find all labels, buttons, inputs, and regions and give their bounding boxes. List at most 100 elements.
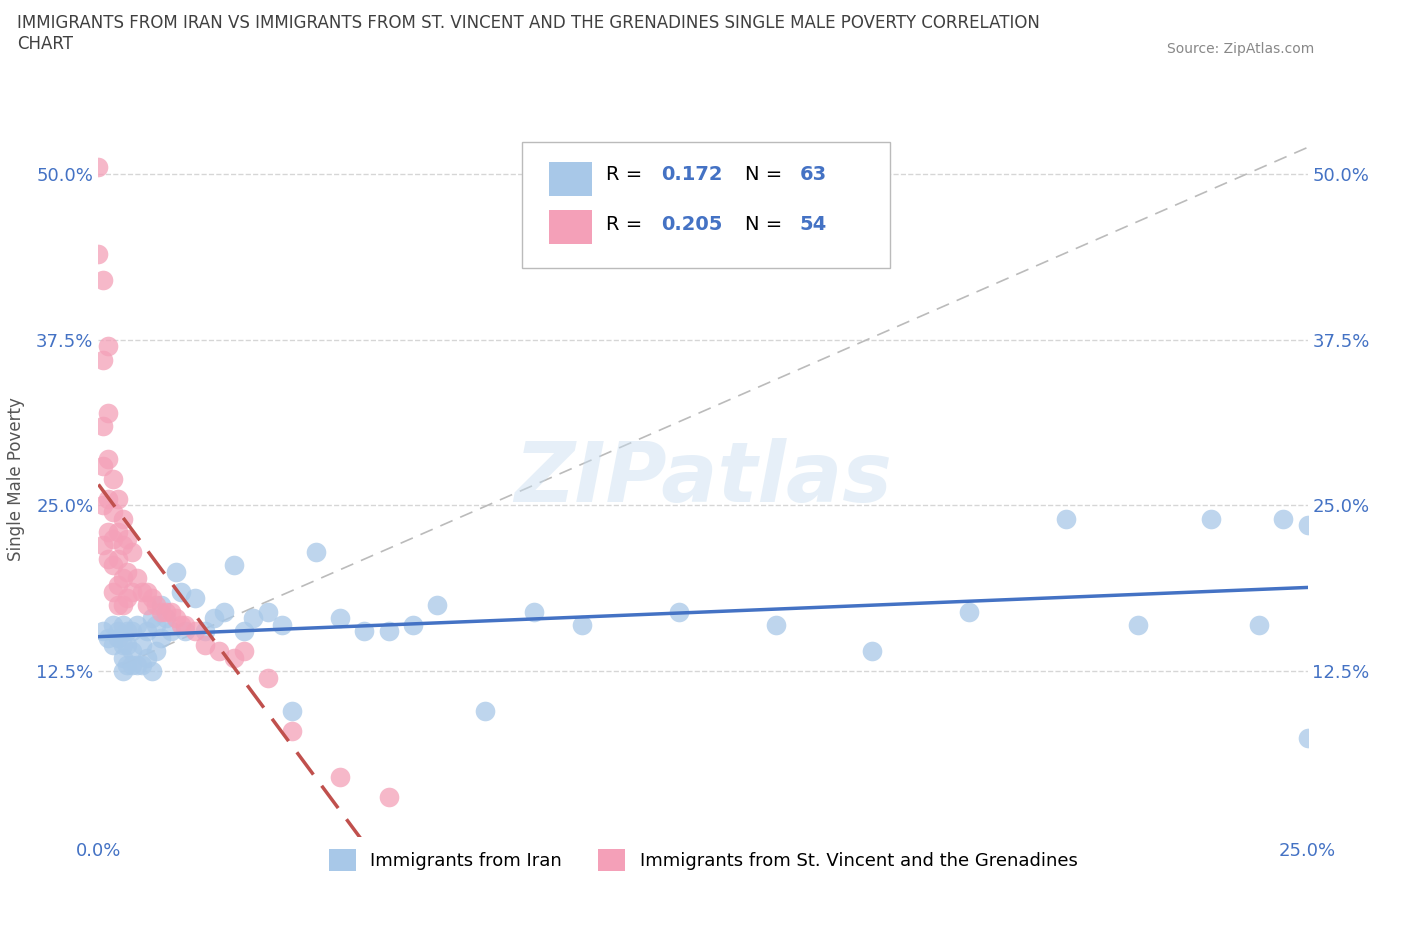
Point: [165, 611, 187, 626]
Point: [127, 658, 149, 672]
Point: [91, 272, 114, 287]
Point: [145, 597, 167, 612]
Point: [141, 591, 163, 605]
Point: [1296, 518, 1319, 533]
Point: [135, 597, 157, 612]
Point: [329, 611, 352, 626]
Point: [121, 644, 143, 658]
Point: [169, 584, 191, 599]
Point: [91, 498, 114, 513]
Text: N =: N =: [745, 215, 789, 234]
Text: Source: ZipAtlas.com: Source: ZipAtlas.com: [1167, 42, 1315, 56]
Point: [101, 637, 124, 652]
Text: 0.172: 0.172: [661, 166, 723, 184]
Point: [101, 531, 124, 546]
Point: [571, 618, 593, 632]
Point: [474, 704, 496, 719]
Point: [117, 637, 139, 652]
Point: [194, 637, 217, 652]
Point: [305, 544, 328, 559]
Point: [131, 637, 153, 652]
Point: [135, 584, 157, 599]
Point: [174, 618, 197, 632]
Point: [184, 624, 207, 639]
Point: [101, 558, 124, 573]
Point: [111, 597, 134, 612]
Point: [174, 624, 197, 639]
Point: [107, 578, 129, 592]
Point: [232, 624, 254, 639]
Point: [242, 611, 264, 626]
Point: [957, 604, 980, 619]
Point: [87, 160, 110, 175]
Point: [194, 624, 217, 639]
Point: [208, 644, 231, 658]
Point: [765, 618, 787, 632]
Point: [107, 551, 129, 566]
Text: R =: R =: [606, 166, 648, 184]
Text: 54: 54: [800, 215, 827, 234]
Point: [107, 597, 129, 612]
Point: [107, 491, 129, 506]
Point: [271, 618, 294, 632]
Point: [281, 724, 304, 738]
Text: N =: N =: [745, 166, 789, 184]
Point: [256, 671, 278, 685]
Point: [212, 604, 235, 619]
Point: [141, 611, 163, 626]
Text: ZIPatlas: ZIPatlas: [515, 438, 891, 520]
Point: [97, 491, 120, 506]
Text: R =: R =: [606, 215, 648, 234]
Point: [111, 618, 134, 632]
Text: IMMIGRANTS FROM IRAN VS IMMIGRANTS FROM ST. VINCENT AND THE GRENADINES SINGLE MA: IMMIGRANTS FROM IRAN VS IMMIGRANTS FROM …: [17, 14, 1040, 53]
Point: [117, 624, 139, 639]
Point: [107, 631, 129, 645]
Point: [222, 651, 245, 666]
FancyBboxPatch shape: [522, 142, 890, 268]
Point: [117, 591, 139, 605]
Point: [97, 551, 120, 566]
Point: [150, 597, 173, 612]
Point: [91, 352, 114, 367]
Text: 63: 63: [800, 166, 827, 184]
Point: [1272, 512, 1295, 526]
Point: [117, 565, 139, 579]
Point: [87, 246, 110, 261]
Point: [97, 452, 120, 467]
Point: [131, 584, 153, 599]
Point: [121, 544, 143, 559]
Y-axis label: Single Male Poverty: Single Male Poverty: [7, 397, 25, 561]
Point: [111, 637, 134, 652]
Bar: [550, 162, 592, 196]
Point: [169, 618, 191, 632]
Point: [101, 618, 124, 632]
Point: [91, 538, 114, 552]
Point: [101, 472, 124, 486]
Point: [111, 664, 134, 679]
Point: [97, 525, 120, 539]
Point: [165, 565, 187, 579]
Point: [107, 525, 129, 539]
Point: [91, 458, 114, 473]
Bar: [550, 209, 592, 244]
Point: [97, 339, 120, 353]
Point: [232, 644, 254, 658]
Point: [523, 604, 546, 619]
Point: [145, 618, 167, 632]
Point: [101, 505, 124, 520]
Point: [1054, 512, 1077, 526]
Point: [150, 631, 173, 645]
Point: [1199, 512, 1222, 526]
Point: [668, 604, 690, 619]
Point: [1296, 730, 1319, 745]
Point: [155, 611, 177, 626]
Point: [121, 658, 143, 672]
Point: [117, 531, 139, 546]
Point: [184, 591, 207, 605]
Point: [111, 538, 134, 552]
Point: [160, 624, 183, 639]
Point: [426, 597, 449, 612]
Point: [329, 770, 352, 785]
Point: [121, 584, 143, 599]
Point: [160, 604, 183, 619]
